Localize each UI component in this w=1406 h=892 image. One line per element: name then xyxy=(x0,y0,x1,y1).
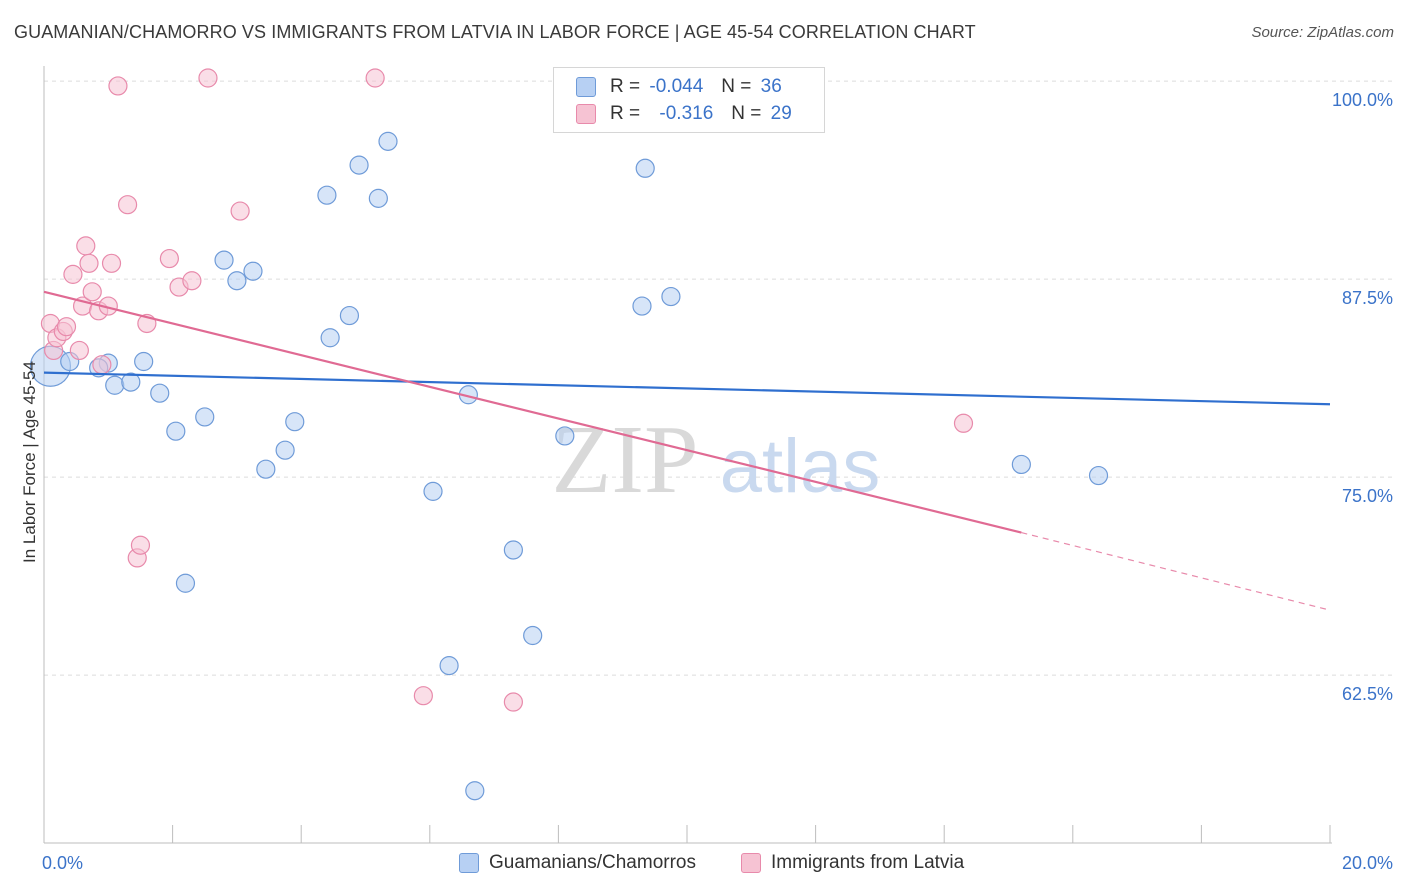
series-guamanians xyxy=(29,69,1109,801)
point-guamanian xyxy=(317,185,337,205)
point-guamanian xyxy=(227,271,247,291)
legend-swatch-guamanians xyxy=(459,853,479,873)
point-guamanian xyxy=(465,781,485,801)
legend-row-pink: R = -0.316 N = 29 xyxy=(576,101,792,127)
point-guamanian xyxy=(134,351,154,372)
y-tick-label: 100.0% xyxy=(1332,90,1393,110)
y-tick-label: 75.0% xyxy=(1342,486,1393,506)
x-tick-label: 20.0% xyxy=(1342,853,1393,873)
trend-lines xyxy=(43,290,1331,611)
point-latvia xyxy=(108,76,128,96)
point-latvia xyxy=(159,248,179,269)
point-guamanian xyxy=(523,625,543,646)
point-latvia xyxy=(117,195,138,215)
point-guamanian xyxy=(635,158,655,178)
watermark-atlas: atlas xyxy=(720,424,881,509)
point-guamanian xyxy=(256,459,276,479)
point-latvia xyxy=(503,692,523,712)
point-latvia xyxy=(76,236,96,256)
legend-swatch-pink xyxy=(576,104,596,124)
watermark: ZIP atlas xyxy=(552,406,881,514)
legend-item-latvia: Immigrants from Latvia xyxy=(741,852,964,874)
point-guamanian xyxy=(214,250,234,270)
watermark-zip: ZIP xyxy=(552,406,699,514)
legend-swatch-latvia xyxy=(741,853,761,873)
point-latvia xyxy=(63,264,83,284)
chart-title: GUAMANIAN/CHAMORRO VS IMMIGRANTS FROM LA… xyxy=(14,22,976,42)
point-guamanian xyxy=(661,286,681,307)
point-guamanian xyxy=(1011,454,1031,475)
legend-label-latvia: Immigrants from Latvia xyxy=(771,852,965,873)
legend-item-guamanians: Guamanians/Chamorros xyxy=(459,852,696,874)
point-guamanian xyxy=(632,296,652,316)
legend-n-label: N = xyxy=(721,76,752,97)
point-guamanian xyxy=(503,540,523,560)
point-latvia xyxy=(230,201,250,221)
legend-r-label: R = xyxy=(610,103,641,124)
y-tick-label: 87.5% xyxy=(1342,288,1393,308)
point-guamanian xyxy=(1088,465,1109,486)
point-guamanian xyxy=(555,426,575,446)
legend-n-value: 29 xyxy=(770,103,792,124)
point-guamanian xyxy=(439,656,459,676)
point-guamanian xyxy=(423,481,443,501)
legend-r-value: -0.044 xyxy=(649,76,704,97)
legend-label-guamanians: Guamanians/Chamorros xyxy=(489,852,696,873)
axes xyxy=(43,66,1332,844)
point-latvia xyxy=(182,271,202,291)
point-latvia xyxy=(79,253,99,273)
point-guamanian xyxy=(150,383,170,403)
point-guamanian xyxy=(349,155,369,175)
point-guamanian xyxy=(175,573,196,593)
legend-r-label: R = xyxy=(610,76,641,97)
point-latvia xyxy=(92,355,112,375)
point-guamanian xyxy=(275,440,295,460)
point-latvia xyxy=(69,340,89,361)
point-latvia xyxy=(56,317,77,337)
tick-labels: 62.5% 75.0% 87.5% 100.0% 0.0% 20.0% xyxy=(42,90,1393,873)
point-guamanian xyxy=(166,421,186,441)
point-guamanian xyxy=(243,261,263,281)
point-guamanian xyxy=(339,305,360,326)
legend-n-label: N = xyxy=(731,103,762,124)
legend-n-value: 36 xyxy=(760,76,782,97)
point-latvia xyxy=(198,68,218,88)
x-tick-label: 0.0% xyxy=(42,853,83,873)
point-guamanian xyxy=(121,372,141,392)
point-guamanian xyxy=(368,188,388,208)
legend-row-blue: R = -0.044 N = 36 xyxy=(576,74,782,100)
point-latvia xyxy=(413,686,433,706)
point-guamanian xyxy=(105,375,125,395)
series-latvia xyxy=(40,68,974,712)
y-tick-label: 62.5% xyxy=(1342,684,1393,704)
y-axis-label: In Labor Force | Age 45-54 xyxy=(20,361,39,563)
point-latvia xyxy=(82,282,102,302)
point-guamanian xyxy=(195,407,215,427)
series-legend: Guamanians/Chamorros Immigrants from Lat… xyxy=(0,852,1406,878)
trend-line-latvia xyxy=(43,290,1022,534)
point-guamanian xyxy=(320,328,340,348)
legend-r-value: -0.316 xyxy=(659,103,714,124)
source-label: Source: ZipAtlas.com xyxy=(1251,24,1394,41)
point-guamanian xyxy=(285,412,305,432)
trend-line-latvia-extension xyxy=(1021,531,1331,611)
legend-swatch-blue xyxy=(576,77,596,97)
point-latvia xyxy=(101,253,122,273)
trend-line-guamanians xyxy=(43,371,1331,406)
stats-legend: R = -0.044 N = 36 R = -0.316 N = 29 xyxy=(553,67,825,133)
point-latvia xyxy=(130,535,151,555)
point-guamanian xyxy=(378,131,398,151)
point-latvia xyxy=(953,413,974,433)
point-latvia xyxy=(365,68,385,88)
